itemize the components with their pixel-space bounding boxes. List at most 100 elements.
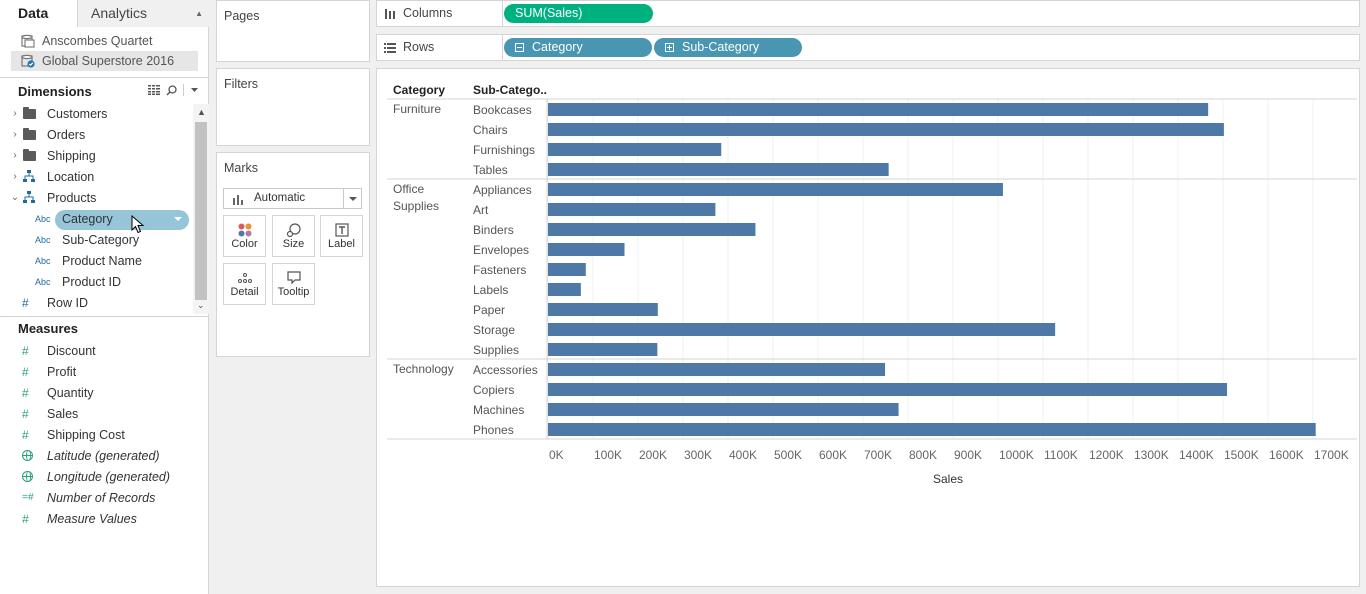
chevron-down-icon[interactable] (190, 87, 199, 93)
datasource-global-superstore[interactable]: Global Superstore 2016 (11, 51, 198, 71)
chevron-right-icon[interactable]: › (13, 150, 17, 161)
scroll-down-icon[interactable]: ⌄ (197, 300, 205, 310)
measure-field-measure-values[interactable]: # Measure Values (22, 509, 137, 529)
measure-field-quantity[interactable]: # Quantity (22, 383, 94, 403)
marks-color-button[interactable]: Color (223, 215, 266, 257)
abc-icon: Abc (35, 235, 51, 245)
chevron-right-icon[interactable]: › (13, 108, 17, 119)
bar (548, 103, 1209, 116)
measures-header: Measures (18, 321, 78, 336)
bar (548, 183, 1003, 196)
rows-pill-sub-category[interactable]: Sub-Category (654, 38, 802, 57)
row-header-sub-category: Sub-Catego.. (473, 83, 547, 97)
dragged-field-pill[interactable] (55, 210, 189, 230)
pill-label: SUM(Sales) (515, 6, 583, 20)
columns-label: Columns (403, 6, 453, 20)
dimension-field-category[interactable]: Abc Category (35, 209, 113, 229)
dimension-field-sub-category[interactable]: Abc Sub-Category (35, 230, 139, 250)
marks-size-button[interactable]: Size (272, 215, 315, 257)
tab-analytics[interactable]: Analytics ▲ (77, 0, 209, 27)
chevron-right-icon[interactable]: › (13, 129, 17, 140)
x-tick-label: 900K (954, 448, 982, 462)
sub-category-label: Accessories (473, 363, 538, 377)
rows-shelf[interactable]: Rows Category Sub-Category (376, 34, 1360, 61)
dimension-field-product-id[interactable]: Abc Product ID (35, 272, 121, 292)
search-icon[interactable] (166, 84, 177, 96)
dimension-folder-customers[interactable]: › Customers (13, 104, 107, 124)
dimension-hierarchy-location[interactable]: › Location (13, 167, 94, 187)
measure-field-discount[interactable]: # Discount (22, 341, 96, 361)
divider (0, 316, 209, 317)
field-label: Shipping Cost (47, 428, 125, 442)
tooltip-icon (287, 271, 301, 285)
globe-icon (22, 450, 33, 461)
dimension-folder-shipping[interactable]: › Shipping (13, 146, 96, 166)
expand-icon[interactable] (665, 43, 674, 52)
measure-field-sales[interactable]: # Sales (22, 404, 78, 424)
columns-shelf-label: Columns (377, 1, 503, 26)
sub-category-label: Binders (473, 223, 514, 237)
x-tick-label: 1500K (1224, 448, 1259, 462)
field-label: Longitude (generated) (47, 470, 171, 484)
view-list-icon[interactable] (148, 85, 160, 95)
scroll-up-icon[interactable]: ▲ (197, 107, 206, 117)
chevron-right-icon[interactable]: › (13, 171, 17, 182)
viz-canvas[interactable]: Category Sub-Catego.. Furniture Bookcases Ch… (376, 68, 1360, 587)
divider (0, 77, 209, 78)
field-label: Product Name (62, 254, 142, 268)
hash-icon: # (22, 407, 29, 421)
measure-field-longitude[interactable]: Longitude (generated) (22, 467, 171, 487)
dimension-field-product-name[interactable]: Abc Product Name (35, 251, 142, 271)
field-label: Measure Values (47, 512, 137, 526)
marks-detail-button[interactable]: Detail (223, 263, 266, 305)
columns-icon (385, 9, 395, 19)
label-icon (335, 223, 349, 237)
bar (548, 203, 716, 216)
dimension-hierarchy-products[interactable]: ⌄ Products (11, 188, 97, 208)
pill-label: Category (532, 40, 583, 54)
marks-tooltip-button[interactable]: Tooltip (272, 263, 315, 305)
marks-label-button[interactable]: Label (320, 215, 363, 257)
measure-field-profit[interactable]: # Profit (22, 362, 76, 382)
folder-icon (23, 107, 36, 119)
dimension-folder-orders[interactable]: › Orders (13, 125, 85, 145)
x-tick-label: 200K (639, 448, 667, 462)
mark-type-dropdown[interactable]: Automatic (223, 188, 362, 209)
measure-field-latitude[interactable]: Latitude (generated) (22, 446, 160, 466)
hash-icon: # (22, 428, 29, 442)
datasource-anscombes[interactable]: Anscombes Quartet (11, 31, 198, 51)
chevron-down-icon[interactable] (343, 189, 361, 208)
dimensions-scrollbar[interactable]: ▲ ⌄ (193, 104, 209, 314)
sub-category-label: Furnishings (473, 143, 535, 157)
pages-card[interactable]: Pages (216, 0, 370, 62)
data-pane: Data Analytics ▲ Anscombes Quartet Globa… (0, 0, 209, 594)
columns-pill-sum-sales[interactable]: SUM(Sales) (504, 4, 653, 23)
bar (548, 223, 756, 236)
bar (548, 283, 581, 296)
x-tick-label: 800K (909, 448, 937, 462)
measure-field-number-of-records[interactable]: =# Number of Records (22, 488, 155, 508)
field-label: Products (47, 191, 97, 205)
dimension-field-row-id[interactable]: # Row ID (22, 293, 88, 313)
sub-category-label: Fasteners (473, 263, 526, 277)
sub-category-label: Machines (473, 403, 524, 417)
divider (183, 84, 184, 96)
x-axis-title: Sales (933, 472, 963, 486)
chevron-down-icon[interactable]: ⌄ (10, 192, 20, 203)
sub-category-label: Tables (473, 163, 508, 177)
size-icon (286, 223, 301, 238)
sub-category-label: Paper (473, 303, 505, 317)
pill-dropdown-icon[interactable] (174, 217, 182, 221)
measure-field-shipping-cost[interactable]: # Shipping Cost (22, 425, 125, 445)
collapse-icon[interactable] (515, 43, 524, 52)
hierarchy-icon (23, 191, 35, 203)
x-tick-label: 1700K (1314, 448, 1349, 462)
pane-tabs: Data Analytics ▲ (0, 0, 209, 27)
rows-pill-category[interactable]: Category (504, 38, 652, 57)
filters-card[interactable]: Filters (216, 68, 370, 146)
columns-shelf[interactable]: Columns SUM(Sales) (376, 0, 1360, 27)
scroll-thumb[interactable] (195, 122, 207, 300)
x-tick-label: 400K (729, 448, 757, 462)
tab-data[interactable]: Data (0, 0, 77, 27)
bar (548, 323, 1056, 336)
